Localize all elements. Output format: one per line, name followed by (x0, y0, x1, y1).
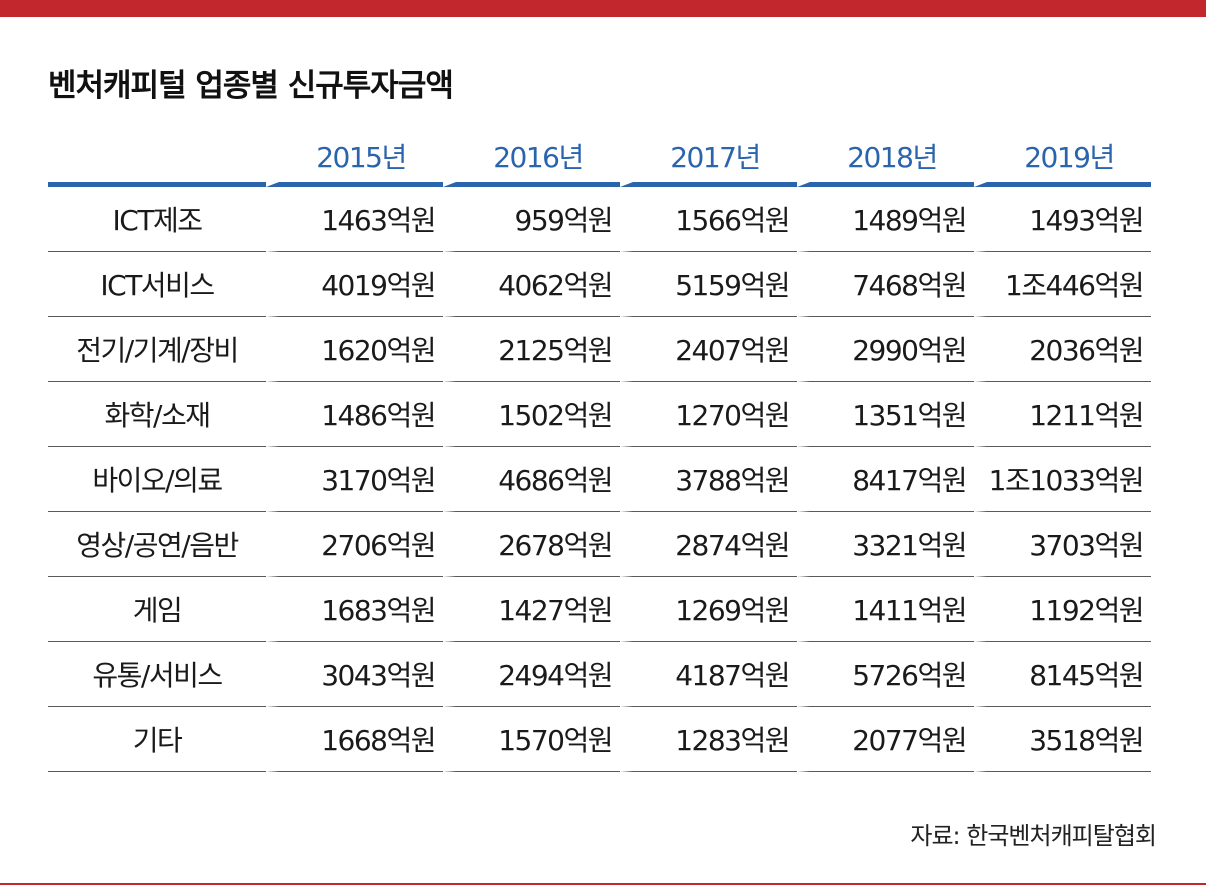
table-row: 화학/소재 1486억원 1502억원 1270억원 1351억원 1211억원 (48, 382, 1151, 447)
table-cell-value: 4187억원 (620, 642, 797, 707)
page-title: 벤처캐피털 업종별 신규투자금액 (48, 68, 454, 104)
table-cell-value: 1489억원 (797, 187, 974, 252)
table-body: ICT제조 1463억원 959억원 1566억원 1489억원 1493억원 ICT서비스… (48, 187, 1151, 772)
table-cell-value: 1620억원 (266, 317, 443, 382)
row-category-label: 화학/소재 (48, 382, 266, 447)
table-cell-value: 1192억원 (974, 577, 1151, 642)
table-cell-value: 1486억원 (266, 382, 443, 447)
table-cell-value: 3321억원 (797, 512, 974, 577)
table-cell-value: 1427억원 (443, 577, 620, 642)
table-cell-value: 3518억원 (974, 707, 1151, 772)
table-row: 영상/공연/음반 2706억원 2678억원 2874억원 3321억원 3703억원 (48, 512, 1151, 577)
table-cell-value: 1411억원 (797, 577, 974, 642)
table-cell-value: 1조1033억원 (974, 447, 1151, 512)
table-cell-value: 3703억원 (974, 512, 1151, 577)
table-cell-value: 4019억원 (266, 252, 443, 317)
investment-table: 2015년 2016년 2017년 2018년 2019년 ICT제조 1463억… (48, 130, 1151, 772)
row-category-label: 전기/기계/장비 (48, 317, 266, 382)
table-row: 전기/기계/장비 1620억원 2125억원 2407억원 2990억원 2036억원 (48, 317, 1151, 382)
column-header-2017: 2017년 (620, 130, 797, 187)
table-cell-value: 1351억원 (797, 382, 974, 447)
table-cell-value: 1조446억원 (974, 252, 1151, 317)
table-cell-value: 1668억원 (266, 707, 443, 772)
table-cell-value: 2125억원 (443, 317, 620, 382)
table-cell-value: 2706억원 (266, 512, 443, 577)
table-cell-value: 1283억원 (620, 707, 797, 772)
table-cell-value: 8145억원 (974, 642, 1151, 707)
table-cell-value: 2494억원 (443, 642, 620, 707)
table-cell-value: 2407억원 (620, 317, 797, 382)
row-category-label: 바이오/의료 (48, 447, 266, 512)
table-row: 게임 1683억원 1427억원 1269억원 1411억원 1192억원 (48, 577, 1151, 642)
table-cell-value: 959억원 (443, 187, 620, 252)
table-cell-value: 5726억원 (797, 642, 974, 707)
table-cell-value: 2990억원 (797, 317, 974, 382)
table-cell-value: 2678억원 (443, 512, 620, 577)
table-cell-value: 1270억원 (620, 382, 797, 447)
row-category-label: 기타 (48, 707, 266, 772)
table-row: ICT제조 1463억원 959억원 1566억원 1489억원 1493억원 (48, 187, 1151, 252)
row-category-label: ICT제조 (48, 187, 266, 252)
column-header-2016: 2016년 (443, 130, 620, 187)
table-cell-value: 1570억원 (443, 707, 620, 772)
table-cell-value: 5159억원 (620, 252, 797, 317)
bottom-accent-line (0, 883, 1206, 885)
table-row: 기타 1668억원 1570억원 1283억원 2077억원 3518억원 (48, 707, 1151, 772)
row-category-label: 게임 (48, 577, 266, 642)
table-cell-value: 1211억원 (974, 382, 1151, 447)
table-cell-value: 4062억원 (443, 252, 620, 317)
table-cell-value: 1463억원 (266, 187, 443, 252)
top-accent-bar (0, 0, 1206, 17)
table-cell-value: 2036억원 (974, 317, 1151, 382)
table-cell-value: 3043억원 (266, 642, 443, 707)
header-corner (48, 130, 266, 187)
column-header-2015: 2015년 (266, 130, 443, 187)
column-header-2018: 2018년 (797, 130, 974, 187)
table-row: 유통/서비스 3043억원 2494억원 4187억원 5726억원 8145억원 (48, 642, 1151, 707)
table-cell-value: 2874억원 (620, 512, 797, 577)
table-cell-value: 1683억원 (266, 577, 443, 642)
row-category-label: 영상/공연/음반 (48, 512, 266, 577)
table-cell-value: 3170억원 (266, 447, 443, 512)
table-cell-value: 1566억원 (620, 187, 797, 252)
source-note: 자료: 한국벤처캐피탈협회 (910, 822, 1157, 850)
row-category-label: 유통/서비스 (48, 642, 266, 707)
table-cell-value: 4686억원 (443, 447, 620, 512)
table-cell-value: 3788억원 (620, 447, 797, 512)
table-cell-value: 2077억원 (797, 707, 974, 772)
column-header-2019: 2019년 (974, 130, 1151, 187)
table-cell-value: 1493억원 (974, 187, 1151, 252)
table-cell-value: 1269억원 (620, 577, 797, 642)
table-row: 바이오/의료 3170억원 4686억원 3788억원 8417억원 1조1033억원 (48, 447, 1151, 512)
table-cell-value: 7468억원 (797, 252, 974, 317)
table-cell-value: 8417억원 (797, 447, 974, 512)
table-cell-value: 1502억원 (443, 382, 620, 447)
table-row: ICT서비스 4019억원 4062억원 5159억원 7468억원 1조446억원 (48, 252, 1151, 317)
row-category-label: ICT서비스 (48, 252, 266, 317)
header-row: 2015년 2016년 2017년 2018년 2019년 (48, 130, 1151, 187)
